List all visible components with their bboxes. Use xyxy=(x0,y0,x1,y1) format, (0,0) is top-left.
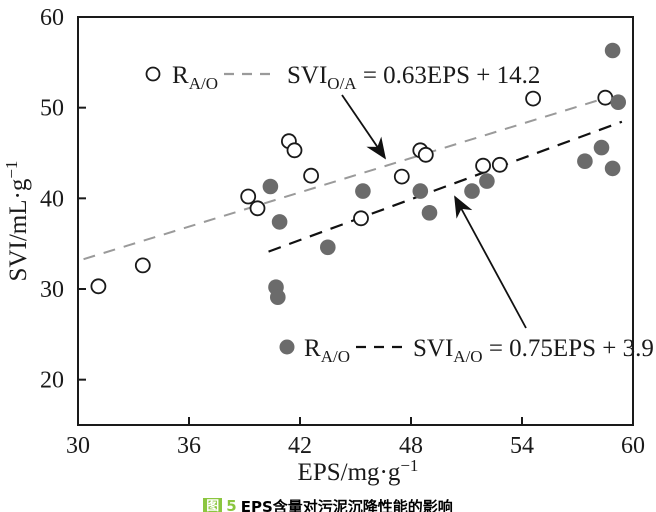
y-axis-title: SVI/mL·g−1 xyxy=(2,161,32,282)
data-point-filled-circle xyxy=(355,183,371,199)
data-point-filled-circle xyxy=(604,160,621,177)
x-tick-label: 60 xyxy=(621,433,645,459)
legend-marker-open-circle xyxy=(145,66,161,82)
y-tick-label: 60 xyxy=(40,5,64,31)
legend-equation-1: SVIO/A = 0.63EPS + 14.2 xyxy=(287,62,540,93)
caption-figure-badge: 图 xyxy=(203,497,223,512)
data-point-filled-circle xyxy=(320,239,336,256)
data-point-open-circle xyxy=(597,89,614,106)
annotation-arrow-2 xyxy=(454,195,527,329)
data-point-filled-circle xyxy=(421,205,438,221)
legend-series-label-2: RA/O xyxy=(304,335,350,366)
data-point-filled-circle xyxy=(593,139,610,156)
data-point-filled-circle xyxy=(610,94,626,110)
x-axis-title: EPS/mg·g−1 xyxy=(298,456,419,486)
x-tick-label: 42 xyxy=(288,433,312,459)
data-point-filled-circle xyxy=(412,183,429,199)
data-point-filled-circle xyxy=(604,42,621,59)
y-tick-label: 20 xyxy=(40,368,64,394)
legend-series-label-1: RA/O xyxy=(172,62,218,93)
x-tick-label: 36 xyxy=(177,433,201,459)
data-point-open-circle xyxy=(353,210,369,227)
trendline-ao xyxy=(268,120,623,253)
data-point-open-circle xyxy=(475,157,492,174)
x-tick-label: 48 xyxy=(399,433,423,459)
data-point-open-circle xyxy=(303,167,320,184)
data-point-filled-circle xyxy=(262,178,279,195)
y-tick-label: 30 xyxy=(40,277,64,303)
legend-marker-filled-circle xyxy=(279,339,295,355)
x-tick-label: 54 xyxy=(510,433,534,459)
data-point-filled-circle xyxy=(270,289,286,306)
data-point-filled-circle xyxy=(577,153,593,169)
plot-frame xyxy=(77,16,634,426)
data-point-open-circle xyxy=(393,168,410,185)
x-tick-label: 30 xyxy=(66,433,90,459)
y-tick-label: 50 xyxy=(40,96,64,122)
caption-figure-number: 5 xyxy=(226,497,237,512)
figure-caption: 图 5 EPS含量对污泥沉降性能的影响 xyxy=(0,495,656,512)
scatter-chart: 30 36 42 48 54 60 20 30 40 50 60 EPS/mg·g−1 SVI/mL·g… xyxy=(2,5,654,486)
data-point-open-circle xyxy=(491,156,508,173)
data-point-filled-circle xyxy=(271,214,288,230)
data-point-filled-circle xyxy=(464,183,480,199)
y-tick-label: 40 xyxy=(40,186,64,212)
legend-equation-2: SVIA/O = 0.75EPS + 3.9 xyxy=(413,335,654,366)
data-point-open-circle xyxy=(134,257,151,274)
data-point-open-circle xyxy=(417,146,434,163)
data-point-filled-circle xyxy=(479,173,495,189)
data-point-open-circle xyxy=(249,200,266,217)
data-point-open-circle xyxy=(90,278,107,295)
annotation-arrow-1 xyxy=(341,94,387,160)
caption-text: EPS含量对污泥沉降性能的影响 xyxy=(240,497,453,512)
data-point-open-circle xyxy=(525,90,541,107)
data-point-open-circle xyxy=(240,188,257,205)
data-point-open-circle xyxy=(286,142,303,159)
trendline-oa xyxy=(83,96,610,261)
